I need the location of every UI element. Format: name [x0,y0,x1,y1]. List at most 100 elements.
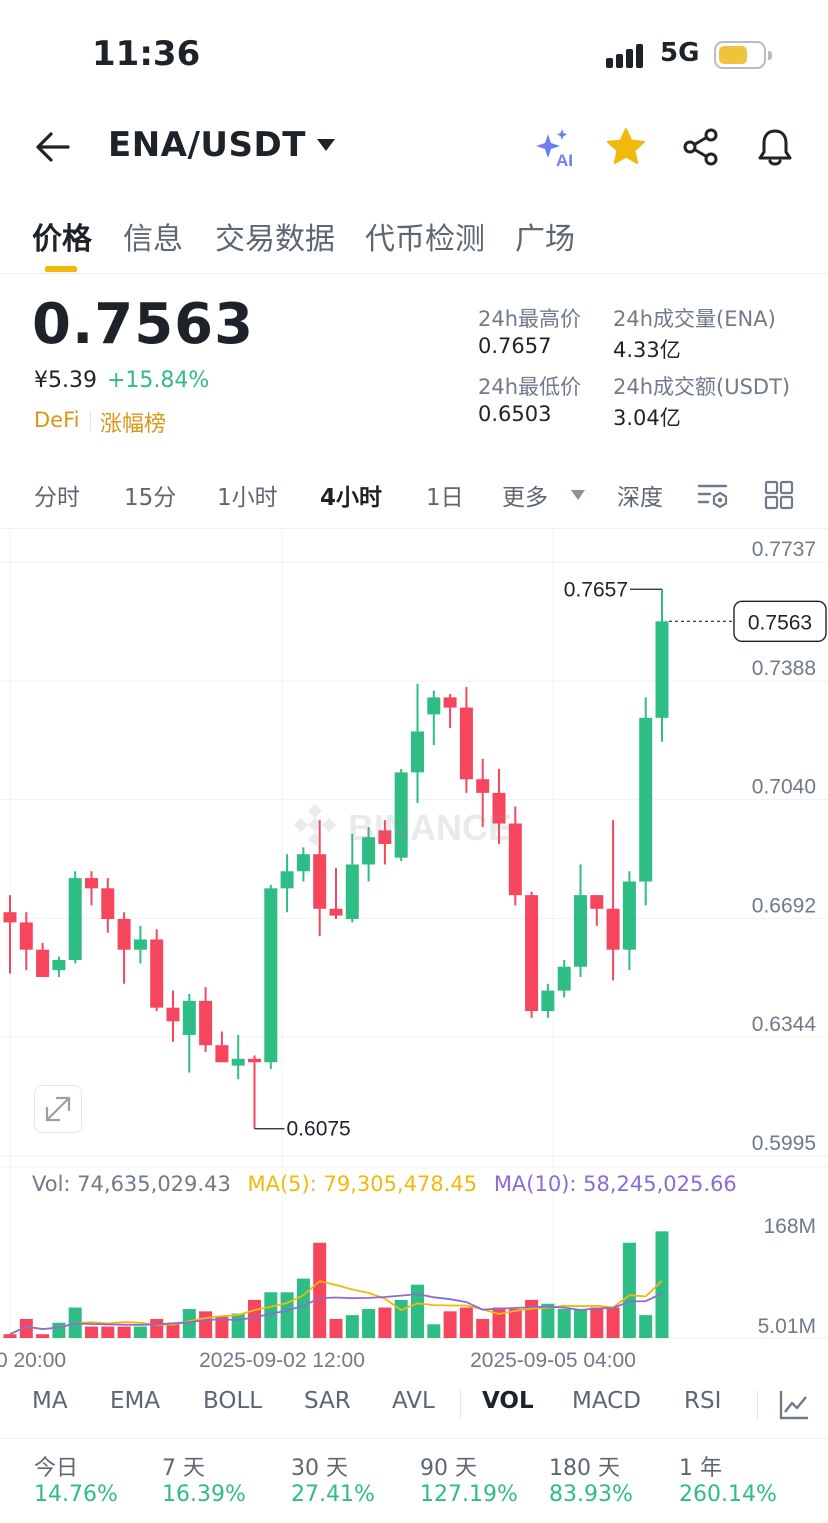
volume-bar [19,1318,33,1338]
time-axis-label: 2025-09-05 04:00 [470,1349,636,1372]
volume-bar [427,1324,441,1338]
volume-bar [101,1326,115,1338]
timeframe-more[interactable]: 更多 [502,485,548,511]
tab-price[interactable]: 价格 [32,222,92,257]
timeframe-1d[interactable]: 1日 [426,485,464,511]
low-price-label: 0.6075 [287,1118,351,1141]
indicator-settings-icon[interactable] [778,1388,810,1422]
back-arrow-icon[interactable] [34,128,72,166]
pair-title[interactable]: ENA/USDT [108,125,306,165]
indicator-rsi[interactable]: RSI [684,1388,722,1414]
candle-body [622,881,636,950]
candle-body [590,895,604,909]
candle-body [574,895,587,967]
candle-body [362,837,376,865]
tab-trading-data[interactable]: 交易数据 [215,222,335,257]
indicator-ma[interactable]: MA [32,1388,68,1414]
candle-body [248,1058,261,1063]
performance-label: 今日 [34,1456,79,1481]
candlestick-chart[interactable]: 0.7737 0.7388 0.7040 0.6692 0.6344 0.5995 0.75… [0,530,828,1380]
candle-body [345,864,359,920]
candle-body [3,912,17,923]
candle-body [296,854,310,872]
vol-ma5: MA(5): 79,305,478.45 [247,1172,478,1196]
performance-value: 83.93% [549,1482,633,1507]
chart-settings-icon[interactable] [696,480,730,512]
timeframe-4h[interactable]: 4小时 [320,485,383,511]
indicator-boll[interactable]: BOLL [203,1388,263,1414]
volume-bar [443,1311,457,1338]
divider [460,1390,461,1420]
indicator-macd[interactable]: MACD [572,1388,641,1414]
star-icon[interactable] [605,126,647,168]
divider [0,528,828,529]
stat-high-value: 0.7657 [478,334,552,358]
performance-value: 127.19% [420,1482,518,1507]
grid-layout-icon[interactable] [764,480,794,510]
candle-body [85,878,98,889]
stat-turnover-label: 24h成交额(USDT) [613,375,791,399]
expand-icon[interactable] [34,1085,82,1133]
candle-body [133,939,147,950]
tab-info[interactable]: 信息 [123,222,183,257]
timeframe-15m[interactable]: 15分 [124,485,177,511]
volume-bar [329,1318,343,1338]
candle-body [411,731,424,773]
signal-icon [606,44,643,68]
tag-gainers[interactable]: 涨幅榜 [100,412,167,437]
indicator-bar: MA EMA BOLL SAR AVL VOL MACD RSI [0,1388,828,1428]
vol-ma10: MA(10): 58,245,025.66 [493,1172,737,1196]
volume-bar [525,1299,539,1338]
volume-bar [508,1309,522,1338]
candle-body [264,888,278,1063]
price-tick-label: 0.6344 [752,1013,817,1036]
performance-label: 180 天 [549,1456,620,1481]
divider [0,273,828,274]
volume-bar [3,1334,17,1338]
candle-body [443,697,457,708]
bell-icon[interactable] [754,126,796,168]
candle-body [150,939,164,1008]
timeframe-line[interactable]: 分时 [34,485,80,511]
volume-bar [133,1326,147,1338]
candle-body [199,1000,213,1046]
candle-body [655,621,669,718]
ai-sparkle-icon[interactable]: AI [534,126,578,170]
tab-square[interactable]: 广场 [515,222,575,257]
indicator-vol[interactable]: VOL [482,1388,534,1414]
candle-body [36,949,50,977]
volume-bar [150,1318,164,1338]
last-price-box [733,600,827,643]
volume-bar [199,1311,213,1338]
stat-volume-value: 4.33亿 [613,338,681,362]
indicator-sar[interactable]: SAR [304,1388,351,1414]
vol-value: Vol: 74,635,029.43 [32,1172,231,1196]
volume-bar [231,1313,245,1338]
volume-bar [264,1292,278,1338]
candle-body [313,854,327,909]
volume-bar [476,1318,490,1338]
tag-separator [90,411,91,431]
timeframe-1h[interactable]: 1小时 [217,485,278,511]
watermark-text: BINANCE [348,807,512,848]
caret-down-icon[interactable] [316,137,336,153]
indicator-avl[interactable]: AVL [392,1388,435,1414]
share-icon[interactable] [681,127,721,167]
performance-value: 16.39% [162,1482,246,1507]
volume-bar [166,1324,180,1338]
performance-value: 260.14% [679,1482,777,1507]
timeframe-depth[interactable]: 深度 [617,485,663,511]
status-time: 11:36 [92,34,201,74]
volume-bar [378,1307,392,1338]
tab-token-check[interactable]: 代币检测 [365,222,485,257]
candle-body [68,878,82,960]
candle-body [557,966,571,991]
more-caret-icon[interactable] [570,489,586,501]
candle-body [459,707,473,780]
timeframe-bar: 分时 15分 1小时 4小时 1日 更多 深度 [0,478,828,518]
binance-watermark: BINANCE [294,804,512,848]
tab-bar: 价格 信息 交易数据 代币检测 广场 [0,210,828,272]
tag-defi[interactable]: DeFi [34,408,80,432]
candle-body [639,717,653,882]
indicator-ema[interactable]: EMA [110,1388,161,1414]
